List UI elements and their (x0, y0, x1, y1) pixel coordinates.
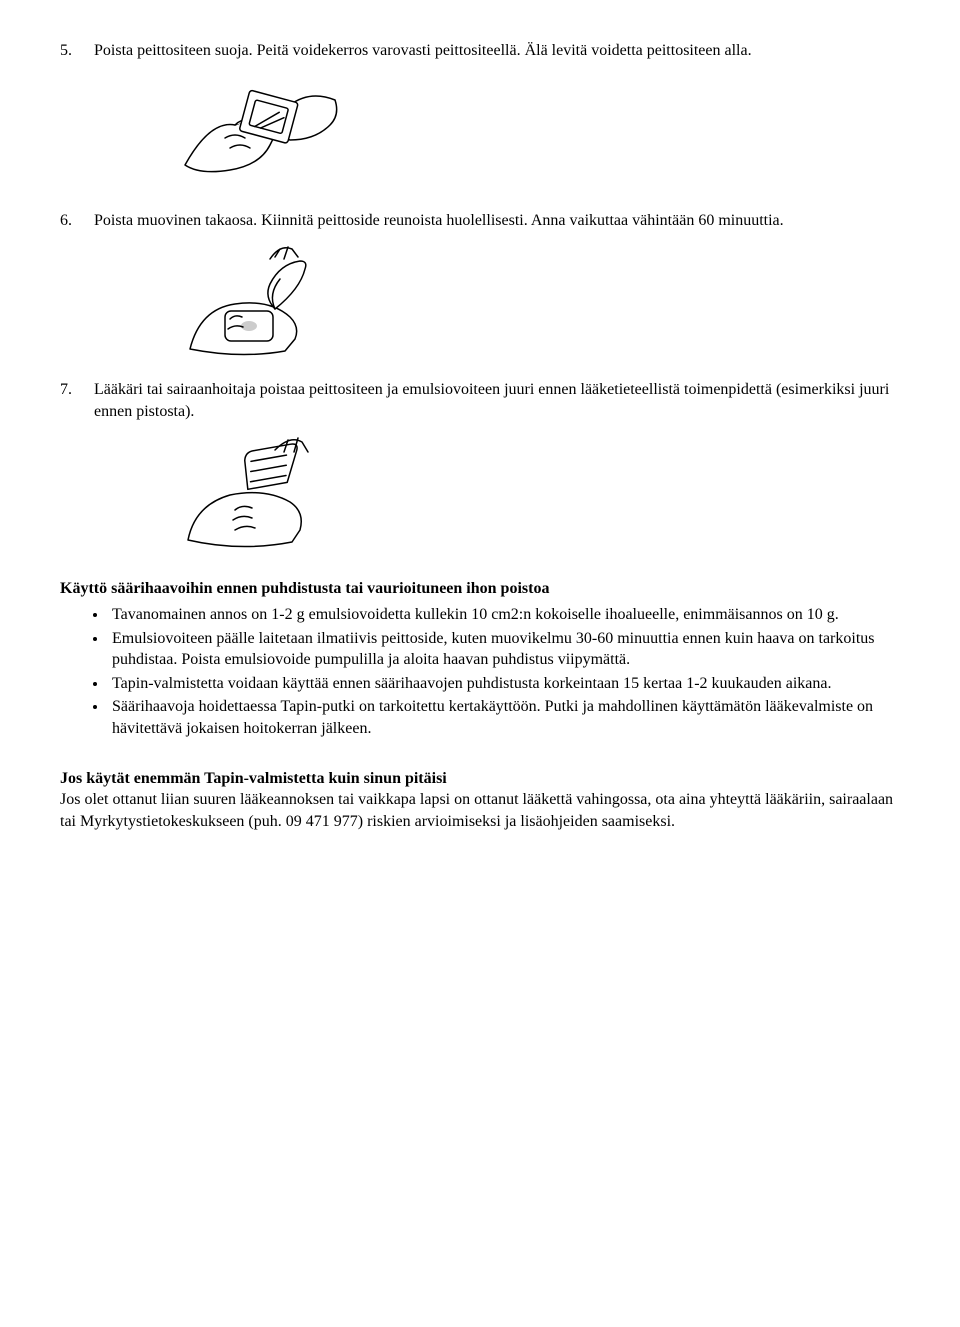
step-5-number: 5. (60, 40, 94, 62)
hand-remove-patch-drawing-icon (180, 430, 340, 550)
step-5-text: Poista peittositeen suoja. Peitä voideke… (94, 40, 900, 62)
step-7-text: Lääkäri tai sairaanhoitaja poistaa peitt… (94, 379, 900, 422)
illustration-step-7 (180, 430, 340, 550)
wound-section-heading: Käyttö säärihaavoihin ennen puhdistusta … (60, 578, 900, 600)
wound-section-bullets: Tavanomainen annos on 1-2 g emulsiovoide… (80, 604, 900, 740)
step-7-number: 7. (60, 379, 94, 422)
hands-patch-drawing-icon (180, 70, 340, 190)
step-5: 5. Poista peittositeen suoja. Peitä void… (60, 40, 900, 62)
step-7: 7. Lääkäri tai sairaanhoitaja poistaa pe… (60, 379, 900, 422)
wound-bullet: Tapin-valmistetta voidaan käyttää ennen … (108, 673, 900, 695)
hand-peel-film-drawing-icon (180, 239, 340, 359)
illustration-step-6 (180, 239, 340, 359)
step-6: 6. Poista muovinen takaosa. Kiinnitä pei… (60, 210, 900, 232)
step-6-text: Poista muovinen takaosa. Kiinnitä peitto… (94, 210, 900, 232)
wound-bullet: Tavanomainen annos on 1-2 g emulsiovoide… (108, 604, 900, 626)
step-6-number: 6. (60, 210, 94, 232)
illustration-step-5 (180, 70, 340, 190)
wound-bullet: Emulsiovoiteen päälle laitetaan ilmatiiv… (108, 628, 900, 671)
overdose-body: Jos olet ottanut liian suuren lääkeannok… (60, 789, 900, 832)
overdose-heading: Jos käytät enemmän Tapin-valmistetta kui… (60, 768, 900, 790)
wound-bullet: Säärihaavoja hoidettaessa Tapin-putki on… (108, 696, 900, 739)
overdose-section: Jos käytät enemmän Tapin-valmistetta kui… (60, 768, 900, 833)
